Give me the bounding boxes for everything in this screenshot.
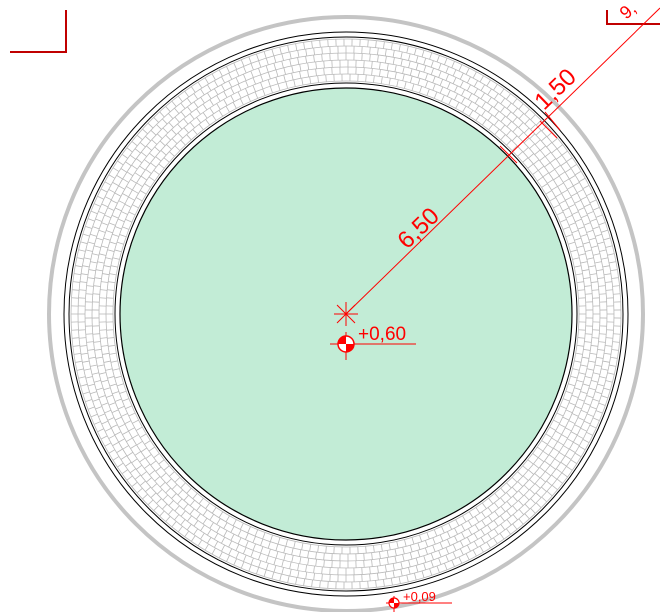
level-marker-center (330, 332, 416, 360)
inner-rim-line-1 (114, 82, 578, 546)
center-point-mark (334, 302, 358, 326)
corner-bracket-top-left (10, 10, 67, 53)
outer-rim-line-2 (68, 36, 624, 592)
outer-boundary-ring (47, 15, 645, 612)
dimension-ticks (499, 111, 561, 164)
corner-bracket-top-right (606, 10, 660, 25)
level-label-edge: +0,09 (403, 589, 436, 604)
outer-rim-line-1 (63, 31, 629, 597)
level-marker-edge (386, 596, 452, 612)
ring-width-dimension-label: 1,50 (529, 63, 581, 115)
level-label-center: +0,60 (358, 324, 406, 345)
corner-label-partial: 9, (616, 0, 640, 23)
radius-dimension-line (345, 7, 660, 315)
cobblestone-paving-ring (70, 38, 622, 590)
